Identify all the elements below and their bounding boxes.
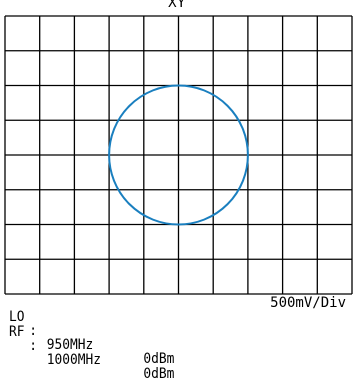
lo-frequency: 950MHz <box>46 337 94 353</box>
rf-settings: RF : 1000MHz 0dBm <box>9 311 174 381</box>
rf-separator: : <box>29 338 38 354</box>
trace-layer <box>108 84 249 226</box>
rf-frequency: 1000MHz <box>46 352 102 368</box>
volts-per-div: 500mV/Div <box>270 295 346 311</box>
lo-label: LO <box>9 309 25 325</box>
xy-display <box>4 15 353 295</box>
lo-power: 0dBm <box>143 351 175 367</box>
xy-trace-circle <box>108 84 249 226</box>
display-title: XY <box>168 0 186 11</box>
rf-label: RF <box>9 324 25 340</box>
lo-separator: : <box>29 323 38 339</box>
rf-power: 0dBm <box>143 366 175 382</box>
graticule <box>4 15 353 295</box>
